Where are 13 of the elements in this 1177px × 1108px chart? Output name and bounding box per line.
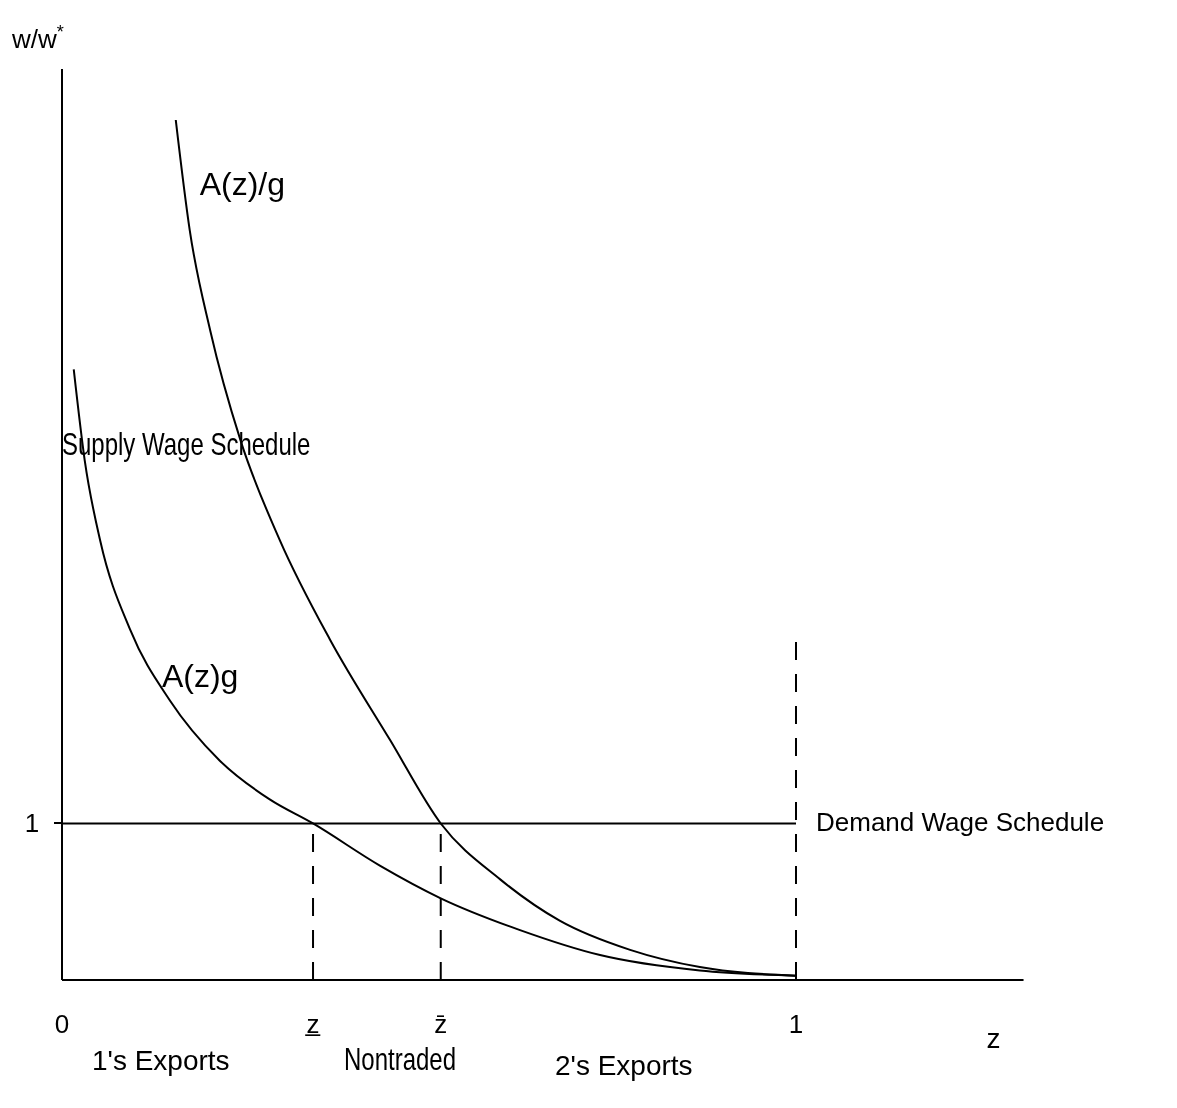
series-label: Demand Wage Schedule bbox=[816, 807, 1105, 838]
x-tick-label: 0 bbox=[54, 1009, 70, 1039]
y-axis-title: w/w$^{*}$ bbox=[11, 22, 64, 54]
text: 1 bbox=[24, 808, 40, 838]
x-tick-label: z̄ bbox=[434, 1009, 448, 1039]
series-label: A(z)/g bbox=[199, 166, 286, 203]
x-tick-label: 1 bbox=[788, 1009, 804, 1039]
text: Nontraded bbox=[344, 1040, 457, 1077]
text: 1's Exports bbox=[92, 1045, 230, 1076]
x-tick-label: z̲ bbox=[304, 1009, 321, 1039]
text: 2's Exports bbox=[555, 1050, 693, 1081]
series-label: A(z)g bbox=[161, 657, 239, 694]
x-axis-title: z bbox=[986, 1023, 1001, 1054]
